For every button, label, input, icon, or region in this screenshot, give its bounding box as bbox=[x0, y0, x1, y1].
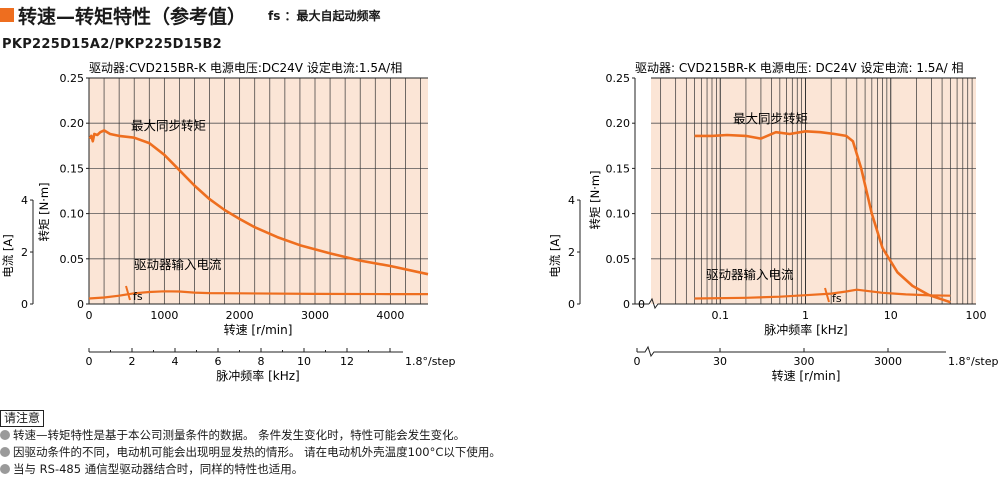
fs-marker bbox=[824, 287, 830, 303]
fs-label: fs bbox=[832, 292, 842, 305]
x2-tick-label: 3000 bbox=[874, 355, 902, 368]
current-curve bbox=[694, 288, 951, 300]
y-tick-label: 0.20 bbox=[60, 117, 85, 130]
y-tick-label: 0.25 bbox=[606, 72, 631, 85]
x-tick-label: 10 bbox=[884, 309, 898, 322]
note-item: 当与 RS-485 通信型驱动器结合时，同样的特性也适用。 bbox=[0, 461, 1000, 478]
x2-tick-label: 4 bbox=[172, 355, 179, 368]
y-tick-label: 0.25 bbox=[60, 72, 85, 85]
y-axis-label: 转矩 [N·m] bbox=[588, 170, 602, 229]
title-accent-square bbox=[0, 8, 14, 22]
model-number: PKP225D15A2/PKP225D15B2 bbox=[2, 37, 223, 52]
x-tick-label: 0.1 bbox=[712, 309, 730, 322]
driver-condition-label: 驱动器: CVD215BR-K 电源电压: DC24V 设定电流: 1.5A/ … bbox=[635, 60, 963, 75]
x2-tick-label: 8 bbox=[258, 355, 265, 368]
y-tick-label: 0.05 bbox=[60, 253, 85, 266]
x-tick-label: 1000 bbox=[150, 309, 178, 322]
notes-section: 请注意 转速—转矩特性是基于本公司测量条件的数据。 条件发生变化时，特性可能会发… bbox=[0, 407, 1000, 478]
driver-condition-label: 驱动器:CVD215BR-K 电源电压:DC24V 设定电流:1.5A/相 bbox=[89, 60, 402, 75]
fs-marker bbox=[125, 285, 131, 301]
title-text: 转速—转矩特性（参考值） bbox=[18, 5, 247, 28]
current-curve-label: 驱动器输入电流 bbox=[134, 257, 222, 272]
chart-left: 0 0.05 0.10 0.15 0.20 0.25 转矩 [N·m] 0 2 4 电流 [A] 0 1… bbox=[1, 60, 456, 383]
current-tick-label: 0 bbox=[21, 298, 28, 311]
fs-label: fs bbox=[133, 290, 143, 303]
x2-tick-label: 10 bbox=[297, 355, 311, 368]
x2-axis-label: 转速 [r/min] bbox=[772, 368, 841, 383]
x-tick-label: 0 bbox=[86, 309, 93, 322]
notes-heading: 请注意 bbox=[0, 410, 45, 427]
bullet-icon bbox=[0, 430, 10, 440]
y-tick-label: 0.05 bbox=[606, 253, 631, 266]
note-text: 当与 RS-485 通信型驱动器结合时，同样的特性也适用。 bbox=[13, 462, 304, 476]
current-axis-label: 电流 [A] bbox=[548, 234, 562, 278]
current-curve-label: 驱动器输入电流 bbox=[706, 267, 794, 282]
x2-tick-label: 30 bbox=[713, 355, 727, 368]
current-tick-label: 4 bbox=[568, 194, 575, 207]
y-axis-label: 转矩 [N·m] bbox=[37, 182, 51, 241]
x2-step-label: 1.8°/step bbox=[405, 355, 456, 368]
note-text: 因驱动条件的不同，电动机可能会出现明显发热的情形。 请在电动机外壳温度100°C… bbox=[13, 445, 501, 459]
page-title: 转速—转矩特性（参考值） fs ：最大自起动频率 bbox=[0, 2, 381, 28]
torque-curve bbox=[88, 129, 429, 276]
note-item: 转速—转矩特性是基于本公司测量条件的数据。 条件发生变化时，特性可能会发生变化。 bbox=[0, 427, 1000, 444]
bullet-icon bbox=[0, 447, 10, 457]
y-tick-label: 0.20 bbox=[606, 117, 631, 130]
plot-background bbox=[651, 78, 976, 304]
bullet-icon bbox=[0, 464, 10, 474]
current-tick-label: 4 bbox=[21, 194, 28, 207]
x2-tick-label: 300 bbox=[794, 355, 815, 368]
y-tick-label: 0.10 bbox=[60, 208, 85, 221]
x-axis-line bbox=[648, 297, 976, 310]
note-item: 因驱动条件的不同，电动机可能会出现明显发热的情形。 请在电动机外壳温度100°C… bbox=[0, 444, 1000, 461]
torque-curve-label: 最大同步转矩 bbox=[733, 111, 808, 126]
x-tick-label: 4000 bbox=[376, 309, 404, 322]
x-tick-label: 3000 bbox=[301, 309, 329, 322]
y-tick-label: 0.10 bbox=[606, 208, 631, 221]
x-tick-label: 2000 bbox=[226, 309, 254, 322]
plot-background bbox=[89, 78, 428, 304]
x2-tick-label: 2 bbox=[129, 355, 136, 368]
current-tick-label: 2 bbox=[568, 246, 575, 259]
y-tick-label: 0 bbox=[77, 298, 84, 311]
y-tick-label: 0.15 bbox=[606, 162, 631, 175]
torque-curve bbox=[694, 130, 951, 304]
x-tick-label: 1 bbox=[802, 309, 809, 322]
fs-note: fs ：最大自起动频率 bbox=[268, 8, 381, 23]
x-axis-label: 转速 [r/min] bbox=[224, 322, 293, 337]
y-tick-label: 0 bbox=[623, 298, 630, 311]
x2-tick-label: 6 bbox=[215, 355, 222, 368]
x2-tick-label: 0 bbox=[86, 355, 93, 368]
current-tick-label: 2 bbox=[21, 246, 28, 259]
torque-curve-label: 最大同步转矩 bbox=[131, 118, 206, 133]
x2-axis-line bbox=[637, 345, 946, 358]
current-axis-label: 电流 [A] bbox=[1, 234, 15, 278]
current-tick-label: 0 bbox=[568, 298, 575, 311]
x2-zero-label: 0 bbox=[634, 355, 641, 368]
x2-axis-label: 脉冲频率 [kHz] bbox=[216, 368, 299, 383]
x2-tick-label: 12 bbox=[340, 355, 354, 368]
x-tick-label: 100 bbox=[966, 309, 987, 322]
x-axis-label: 脉冲频率 [kHz] bbox=[764, 322, 847, 337]
note-text: 转速—转矩特性是基于本公司测量条件的数据。 条件发生变化时，特性可能会发生变化。 bbox=[13, 428, 466, 442]
x-zero-label: 0 bbox=[638, 298, 645, 311]
y-tick-label: 0.15 bbox=[60, 162, 85, 175]
x2-step-label: 1.8°/step bbox=[948, 355, 999, 368]
current-curve bbox=[88, 290, 428, 300]
